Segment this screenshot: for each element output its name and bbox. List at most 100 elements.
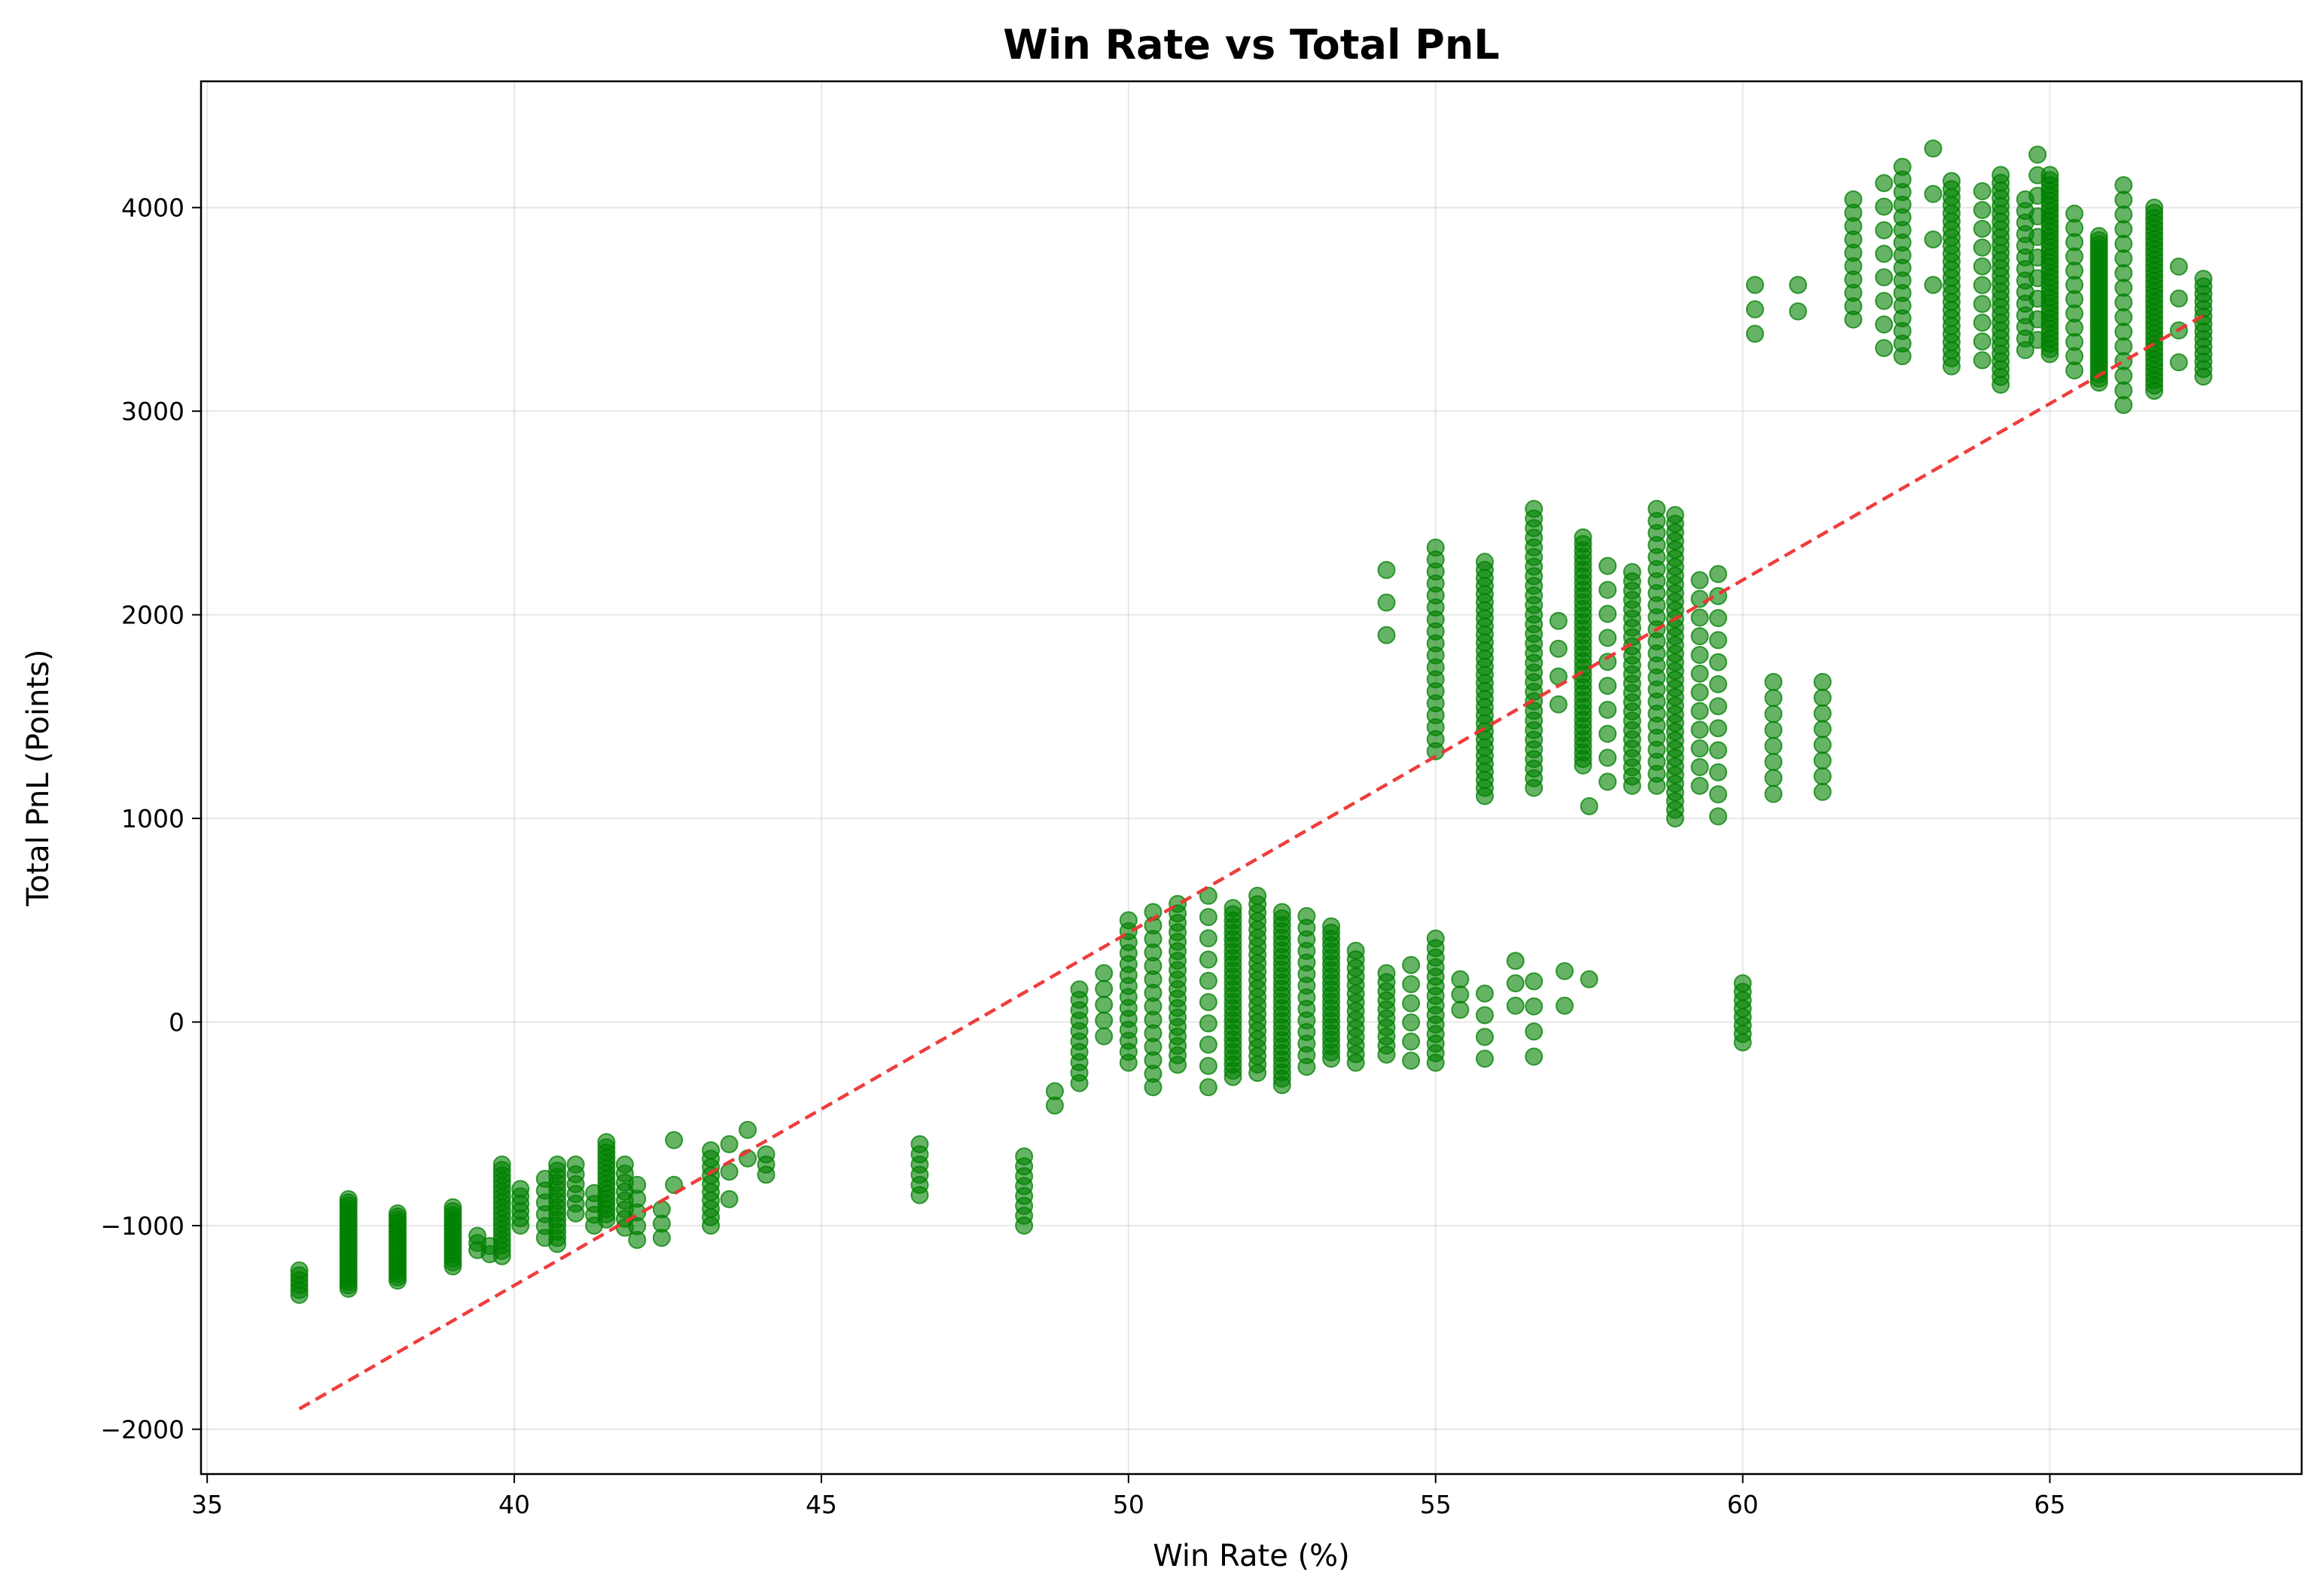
scatter-point bbox=[1875, 197, 1894, 216]
scatter-point bbox=[2194, 270, 2213, 288]
scatter-point bbox=[1709, 719, 1727, 738]
scatter-point bbox=[1015, 1147, 1034, 1166]
scatter-point bbox=[1764, 784, 1783, 803]
scatter-point bbox=[492, 1155, 511, 1174]
scatter-point bbox=[1199, 950, 1217, 969]
y-axis: −2000 −1000 0 1000 2000 3000 4000 bbox=[100, 193, 201, 1444]
scatter-point bbox=[443, 1198, 462, 1217]
scatter-point bbox=[1598, 724, 1617, 743]
scatter-point bbox=[720, 1162, 739, 1181]
scatter-point bbox=[1272, 903, 1291, 921]
scatter-point bbox=[1813, 672, 1832, 691]
scatter-point bbox=[1690, 627, 1709, 646]
scatter-point bbox=[1525, 972, 1543, 991]
scatter-point bbox=[1598, 772, 1617, 791]
x-tick-label: 50 bbox=[1113, 1490, 1144, 1519]
scatter-point bbox=[1924, 276, 1943, 294]
scatter-point bbox=[1426, 929, 1445, 948]
scatter-point bbox=[1690, 776, 1709, 795]
scatter-point bbox=[1476, 984, 1494, 1003]
scatter-point bbox=[1844, 190, 1863, 209]
scatter-point bbox=[1623, 562, 1641, 581]
scatter-point bbox=[1875, 221, 1894, 239]
scatter-point bbox=[615, 1155, 634, 1174]
scatter-point bbox=[1223, 899, 1242, 918]
scatter-point bbox=[1690, 683, 1709, 702]
scatter-point bbox=[2114, 175, 2133, 194]
scatter-point bbox=[1943, 172, 1961, 190]
scatter-point bbox=[1451, 970, 1470, 988]
scatter-point bbox=[739, 1120, 757, 1139]
scatter-point bbox=[1813, 704, 1832, 723]
scatter-point bbox=[1095, 1011, 1114, 1030]
scatter-point bbox=[1377, 964, 1396, 982]
x-axis-label: Win Rate (%) bbox=[1153, 1539, 1350, 1573]
scatter-point bbox=[1095, 1027, 1114, 1046]
y-tick-label: −2000 bbox=[100, 1415, 184, 1444]
plot-area-frame bbox=[200, 80, 2303, 1476]
scatter-point bbox=[1525, 1047, 1543, 1066]
scatter-point bbox=[1709, 763, 1727, 781]
scatter-point bbox=[468, 1226, 487, 1245]
scatter-point bbox=[1598, 700, 1617, 719]
scatter-point bbox=[1709, 675, 1727, 693]
scatter-point bbox=[910, 1135, 929, 1153]
scatter-point bbox=[1924, 139, 1943, 158]
scatter-point bbox=[1789, 276, 1808, 294]
scatter-point bbox=[1690, 720, 1709, 739]
scatter-point bbox=[290, 1261, 309, 1280]
scatter-point bbox=[1973, 219, 1991, 238]
scatter-point bbox=[1506, 996, 1525, 1015]
scatter-point bbox=[1377, 593, 1396, 612]
scatter-point bbox=[1973, 276, 1991, 294]
data-points bbox=[290, 139, 2213, 1304]
scatter-point bbox=[1549, 611, 1568, 630]
scatter-point bbox=[2040, 166, 2059, 184]
scatter-point bbox=[1377, 561, 1396, 580]
scatter-point bbox=[1476, 553, 1494, 571]
y-tick-label: −1000 bbox=[100, 1211, 184, 1241]
y-tick-label: 2000 bbox=[121, 601, 184, 630]
scatter-point bbox=[1045, 1082, 1064, 1101]
scatter-point bbox=[1690, 645, 1709, 664]
scatter-point bbox=[1297, 906, 1316, 925]
scatter-point bbox=[1764, 753, 1783, 772]
trend-line bbox=[298, 314, 2205, 1411]
scatter-point bbox=[1199, 1035, 1217, 1054]
scatter-point bbox=[1199, 1078, 1217, 1097]
scatter-point bbox=[1199, 929, 1217, 948]
scatter-point bbox=[1580, 796, 1598, 815]
scatter-point bbox=[1556, 996, 1574, 1015]
scatter-point bbox=[1733, 974, 1752, 993]
scatter-point bbox=[2169, 353, 2188, 372]
scatter-point bbox=[566, 1155, 585, 1174]
scatter-point bbox=[1506, 974, 1525, 993]
scatter-point bbox=[1764, 736, 1783, 755]
scatter-point bbox=[1709, 631, 1727, 650]
scatter-point bbox=[1598, 629, 1617, 647]
scatter-point bbox=[1690, 702, 1709, 720]
scatter-point bbox=[1346, 941, 1365, 960]
scatter-point bbox=[1598, 605, 1617, 623]
scatter-point bbox=[1813, 767, 1832, 786]
scatter-point bbox=[1598, 556, 1617, 575]
scatter-point bbox=[1426, 538, 1445, 557]
scatter-point bbox=[1973, 332, 1991, 351]
scatter-point bbox=[720, 1135, 739, 1153]
scatter-point bbox=[1745, 300, 1764, 318]
scatter-point bbox=[1690, 757, 1709, 776]
scatter-point bbox=[1580, 970, 1598, 988]
scatter-point bbox=[1402, 1051, 1421, 1070]
scatter-point bbox=[1402, 994, 1421, 1013]
scatter-point bbox=[1924, 184, 1943, 203]
scatter-point bbox=[1709, 785, 1727, 804]
scatter-point bbox=[1924, 230, 1943, 249]
scatter-point bbox=[1764, 769, 1783, 787]
scatter-point bbox=[597, 1133, 616, 1152]
x-tick-label: 40 bbox=[498, 1490, 530, 1519]
scatter-point bbox=[1690, 608, 1709, 627]
scatter-point bbox=[1973, 351, 1991, 370]
scatter-point bbox=[1764, 672, 1783, 691]
y-tick-label: 4000 bbox=[121, 193, 184, 223]
